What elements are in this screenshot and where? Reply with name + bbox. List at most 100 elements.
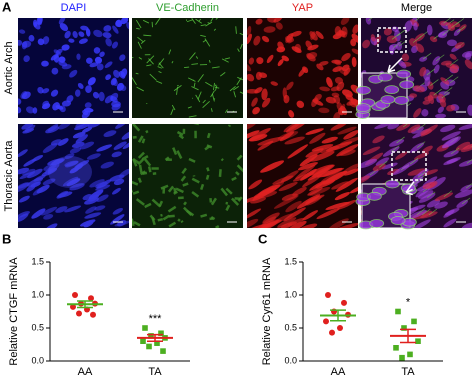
yap-signal [277, 59, 284, 67]
yap-signal [336, 30, 347, 36]
data-point [148, 333, 154, 339]
yap-signal [270, 81, 279, 86]
nucleus [72, 31, 78, 39]
yap-signal [350, 38, 357, 47]
nucleus [50, 158, 65, 166]
x-tick-label: AA [331, 366, 346, 378]
junction [151, 198, 162, 208]
yap-signal [328, 218, 349, 228]
zoom-box [377, 27, 407, 53]
junction [191, 63, 199, 65]
data-point [395, 308, 401, 315]
panel-label: C [258, 231, 268, 246]
junction [175, 187, 184, 194]
junction [139, 170, 146, 176]
junction [132, 77, 137, 86]
nucleus [79, 141, 95, 150]
junction [171, 60, 174, 64]
merge-junction [443, 87, 453, 94]
yap-signal [282, 87, 288, 99]
nucleus [28, 34, 35, 42]
nucleus [43, 214, 54, 220]
merge-signal [421, 109, 429, 117]
merge-junction [466, 159, 472, 164]
junction [149, 73, 157, 81]
junction [168, 214, 175, 218]
yap-signal [257, 136, 285, 146]
row-label: Aortic Arch [3, 41, 15, 94]
yap-signal [291, 46, 302, 54]
yap-signal [351, 48, 358, 55]
junction [224, 57, 231, 60]
yap-signal [254, 87, 263, 94]
nucleus [31, 155, 44, 162]
merge-signal [461, 51, 472, 58]
yap-signal [258, 184, 281, 196]
junction [200, 24, 206, 27]
merge-signal [446, 39, 458, 47]
junction [173, 190, 178, 195]
merge-signal [407, 168, 426, 176]
yap-signal [285, 200, 302, 213]
merge-signal [467, 104, 472, 116]
arrow [387, 57, 403, 73]
junction [186, 209, 195, 217]
yap-signal [342, 163, 358, 174]
yap-signal [277, 217, 297, 228]
nucleus [18, 98, 22, 105]
nucleus [85, 85, 92, 94]
yap-signal [326, 77, 333, 88]
merge-junction [441, 91, 450, 99]
nucleus [111, 100, 121, 108]
nucleus [18, 149, 28, 158]
junction [132, 158, 138, 167]
merge-signal [374, 124, 393, 129]
nucleus [45, 126, 60, 134]
merge-signal [422, 100, 431, 105]
junction [141, 155, 149, 161]
merge-junction [379, 161, 388, 168]
merge-signal [463, 142, 472, 150]
nucleus [85, 206, 97, 214]
junction [213, 28, 217, 31]
yap-signal [309, 150, 335, 162]
nucleus [64, 160, 79, 168]
junction [145, 130, 149, 134]
merge-signal [413, 85, 425, 93]
significance: *** [149, 313, 163, 325]
micrograph-bg [18, 124, 129, 228]
yap-signal [349, 184, 358, 194]
junction [187, 106, 192, 109]
junction [205, 174, 210, 180]
inset-cell [380, 95, 396, 104]
yap-signal [255, 71, 262, 80]
nucleus [86, 153, 101, 160]
zoom-box [391, 151, 427, 181]
merge-signal [413, 108, 422, 118]
yap-signal [266, 54, 274, 64]
nucleus [18, 39, 23, 46]
nucleus [69, 69, 78, 78]
yap-signal [285, 32, 294, 43]
nucleus [41, 88, 50, 94]
data-point [393, 345, 399, 351]
merge-junction [451, 21, 460, 28]
nucleus [69, 183, 85, 191]
junction [140, 39, 146, 44]
yap-signal [341, 53, 351, 62]
junction [137, 158, 145, 166]
junction [143, 34, 152, 37]
junction [177, 218, 181, 222]
junction [191, 177, 200, 184]
merge-signal [412, 219, 431, 228]
merge-signal [407, 124, 421, 133]
data-point [146, 343, 152, 350]
junction [188, 115, 197, 118]
junction [137, 135, 144, 143]
junction [132, 57, 134, 59]
yap-signal [331, 59, 343, 64]
yap-signal [336, 81, 345, 92]
yap-signal [335, 177, 358, 192]
nucleus [57, 191, 73, 198]
inset-cell [355, 103, 371, 113]
